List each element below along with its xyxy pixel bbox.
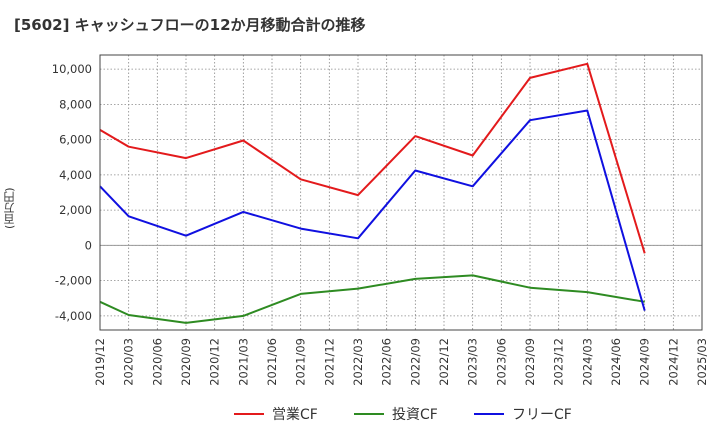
y-tick-label: -2,000 xyxy=(55,274,92,288)
x-tick-label: 2021/09 xyxy=(294,338,308,386)
legend-label: 営業CF xyxy=(272,407,318,423)
x-tick-label: 2022/06 xyxy=(380,338,394,386)
y-tick-label: 2,000 xyxy=(59,203,92,217)
x-tick-label: 2024/03 xyxy=(580,338,594,386)
series-line-投資CF xyxy=(99,274,645,324)
x-tick-label: 2023/03 xyxy=(466,338,480,386)
x-tick-label: 2025/03 xyxy=(695,338,709,386)
plot-border xyxy=(99,54,703,331)
series-line-営業CF xyxy=(99,62,646,254)
legend-label: 投資CF xyxy=(392,407,438,423)
y-tick-label: 4,000 xyxy=(59,168,92,182)
y-tick-label: 6,000 xyxy=(59,133,92,147)
chart-title: [5602] キャッシュフローの12か月移動合計の推移 xyxy=(14,16,366,34)
y-tick-label: 8,000 xyxy=(59,97,92,111)
x-tick-label: 2020/06 xyxy=(150,338,164,386)
x-tick-label: 2024/06 xyxy=(609,338,623,386)
y-tick-label: -4,000 xyxy=(55,309,92,323)
x-tick-label: 2022/09 xyxy=(408,338,422,386)
x-tick-label: 2022/03 xyxy=(351,338,365,386)
x-tick-label: 2024/12 xyxy=(666,338,680,386)
y-tick-label: 10,000 xyxy=(52,62,92,76)
series-line-フリーCF xyxy=(99,109,646,311)
plot-frame xyxy=(99,54,703,331)
x-tick-label: 2020/12 xyxy=(208,338,222,386)
x-tick-label: 2023/09 xyxy=(523,338,537,386)
x-tick-label: 2021/06 xyxy=(265,338,279,386)
x-tick-label: 2022/12 xyxy=(437,338,451,386)
x-tick-label: 2021/03 xyxy=(236,338,250,386)
series-lines xyxy=(99,62,646,324)
x-tick-label: 2020/03 xyxy=(122,338,136,386)
x-tick-label: 2020/09 xyxy=(179,338,193,386)
x-tick-label: 2024/09 xyxy=(638,338,652,386)
x-axis-ticks: 2019/12 2020/03 2020/06 2020/09 2020/12 2021/… xyxy=(93,338,709,386)
y-axis-ticks: -4,000 -2,000 0 2,000 4,000 6,000 8,000 10,000 xyxy=(52,62,92,323)
x-tick-label: 2019/12 xyxy=(93,338,107,386)
legend-label: フリーCF xyxy=(512,407,572,423)
legend: 営業CF 投資CF フリーCF xyxy=(234,407,572,423)
x-tick-label: 2021/12 xyxy=(322,338,336,386)
x-tick-label: 2023/06 xyxy=(494,338,508,386)
x-tick-label: 2023/12 xyxy=(552,338,566,386)
y-tick-label: 0 xyxy=(85,238,92,252)
